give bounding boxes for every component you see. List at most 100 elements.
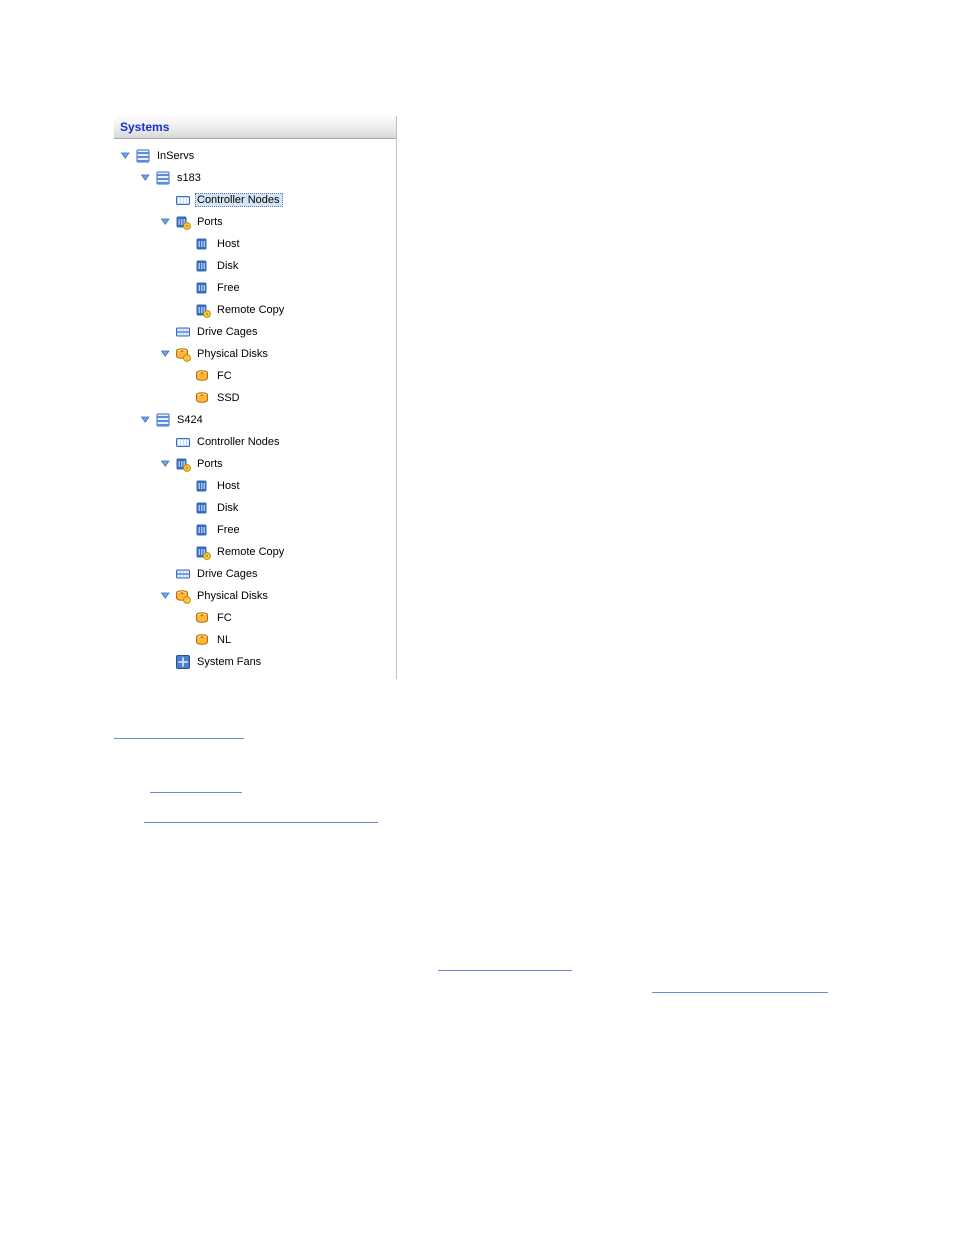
cage-icon [175,566,191,582]
tree-item[interactable]: SSD [120,387,392,409]
tree-item-label[interactable]: Host [215,237,243,251]
toggle-spacer [180,370,192,382]
port-icon [195,522,211,538]
tree-item-label[interactable]: Controller Nodes [195,435,283,449]
port-badge-icon [175,214,191,230]
link-underline [150,792,242,793]
toggle-spacer [180,282,192,294]
toggle-spacer [180,634,192,646]
expand-toggle-icon[interactable] [140,172,152,184]
controller-icon [175,434,191,450]
expand-toggle-icon[interactable] [140,414,152,426]
port-icon [195,258,211,274]
tree-item[interactable]: FC [120,607,392,629]
toggle-spacer [180,546,192,558]
toggle-spacer [160,326,172,338]
tree-item[interactable]: Disk [120,497,392,519]
disk-badge-icon: ! [175,346,191,362]
toggle-spacer [180,260,192,272]
cage-icon [175,324,191,340]
tree-item[interactable]: Ports [120,453,392,475]
port-badge-icon [195,302,211,318]
server-icon [135,148,151,164]
tree-item[interactable]: ! Physical Disks [120,585,392,607]
tree-item-label[interactable]: Ports [195,457,226,471]
link-underline [652,992,828,993]
expand-toggle-icon[interactable] [160,590,172,602]
port-badge-icon [195,544,211,560]
toggle-spacer [160,656,172,668]
tree-item[interactable]: Remote Copy [120,299,392,321]
tree-item-label[interactable]: S424 [175,413,206,427]
disk-icon [195,632,211,648]
toggle-spacer [180,480,192,492]
toggle-spacer [180,502,192,514]
tree-item-label[interactable]: Drive Cages [195,567,261,581]
tree-item[interactable]: Host [120,475,392,497]
expand-toggle-icon[interactable] [160,216,172,228]
tree-item[interactable]: Drive Cages [120,563,392,585]
fan-icon [175,654,191,670]
tree-item-label[interactable]: Disk [215,259,241,273]
server-icon [155,412,171,428]
tree-item-label[interactable]: Remote Copy [215,303,287,317]
server-icon [155,170,171,186]
tree-item[interactable]: Disk [120,255,392,277]
tree-item-label[interactable]: Free [215,281,243,295]
port-badge-icon [175,456,191,472]
tree-item[interactable]: Free [120,277,392,299]
toggle-spacer [180,612,192,624]
tree-item[interactable]: System Fans [120,651,392,673]
tree-item-label[interactable]: Physical Disks [195,347,271,361]
toggle-spacer [160,436,172,448]
controller-icon [175,192,191,208]
expand-toggle-icon[interactable] [160,348,172,360]
disk-badge-icon: ! [175,588,191,604]
toggle-spacer [160,568,172,580]
tree-item-label[interactable]: Remote Copy [215,545,287,559]
divider [114,738,244,739]
tree-item-label[interactable]: Host [215,479,243,493]
expand-toggle-icon[interactable] [160,458,172,470]
systems-panel: Systems InServs s183 Controller Nodes Ports… [114,116,397,679]
tree-item[interactable]: Remote Copy [120,541,392,563]
tree-item[interactable]: ! Physical Disks [120,343,392,365]
link-underline [144,822,378,823]
tree-item-label[interactable]: Disk [215,501,241,515]
toggle-spacer [160,194,172,206]
tree-item-label[interactable]: Controller Nodes [195,193,283,207]
tree-item[interactable]: Drive Cages [120,321,392,343]
systems-tree: InServs s183 Controller Nodes Ports Host Disk… [114,139,396,679]
toggle-spacer [180,392,192,404]
tree-item[interactable]: Free [120,519,392,541]
tree-item[interactable]: Controller Nodes [120,431,392,453]
disk-icon [195,368,211,384]
tree-item[interactable]: InServs [120,145,392,167]
port-icon [195,500,211,516]
tree-item-label[interactable]: FC [215,369,235,383]
tree-item-label[interactable]: SSD [215,391,243,405]
tree-item-label[interactable]: Drive Cages [195,325,261,339]
tree-item-label[interactable]: FC [215,611,235,625]
link-underline [438,970,572,971]
panel-title: Systems [114,116,396,139]
tree-item-label[interactable]: Physical Disks [195,589,271,603]
tree-item[interactable]: Ports [120,211,392,233]
tree-item[interactable]: Host [120,233,392,255]
tree-item[interactable]: FC [120,365,392,387]
toggle-spacer [180,524,192,536]
tree-item-label[interactable]: NL [215,633,234,647]
port-icon [195,478,211,494]
expand-toggle-icon[interactable] [120,150,132,162]
tree-item-label[interactable]: InServs [155,149,197,163]
tree-item-label[interactable]: System Fans [195,655,264,669]
tree-item[interactable]: s183 [120,167,392,189]
disk-icon [195,610,211,626]
tree-item[interactable]: NL [120,629,392,651]
tree-item[interactable]: S424 [120,409,392,431]
tree-item-label[interactable]: s183 [175,171,204,185]
tree-item[interactable]: Controller Nodes [120,189,392,211]
tree-item-label[interactable]: Ports [195,215,226,229]
toggle-spacer [180,304,192,316]
tree-item-label[interactable]: Free [215,523,243,537]
